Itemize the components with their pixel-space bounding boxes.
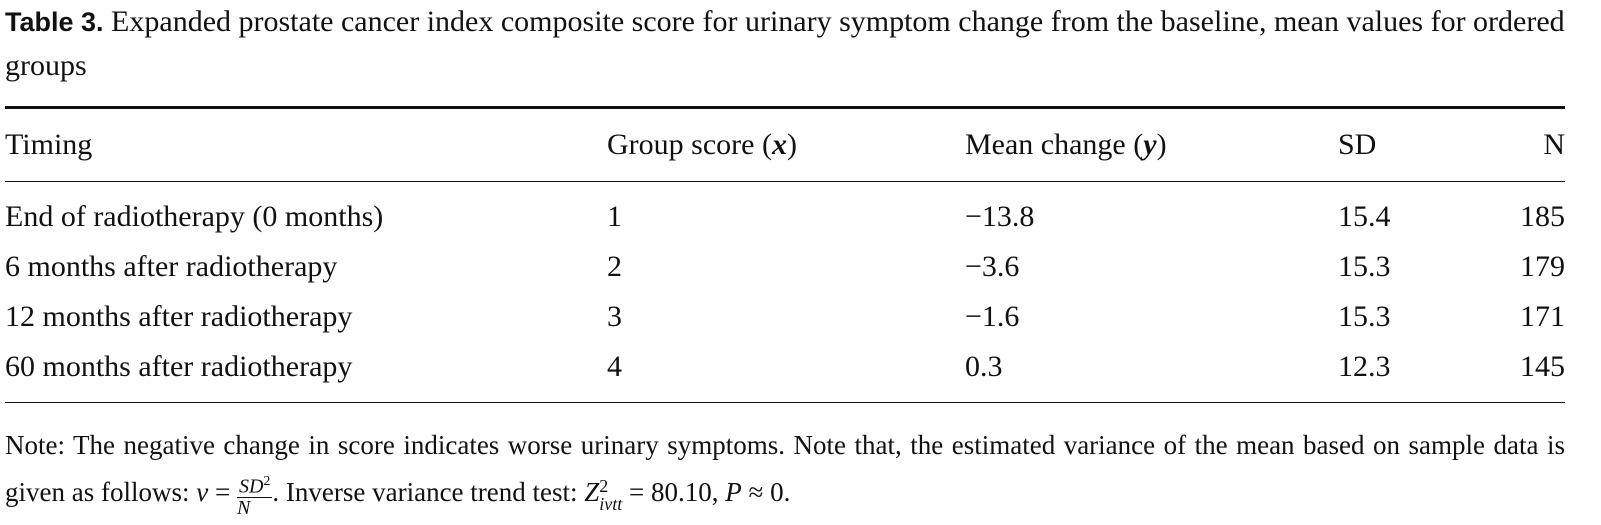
table-cell: 12 months after radiotherapy <box>5 300 353 333</box>
table-row: End of radiotherapy (0 months) 1 −13.8 15.4… <box>5 182 1565 243</box>
table-cell: 2 <box>607 250 622 283</box>
header-cell: Timing <box>5 107 607 182</box>
table-cell: −1.6 <box>965 300 1020 333</box>
table-cell: 15.3 <box>1338 250 1391 283</box>
table-row: 6 months after radiotherapy 2 −3.6 15.3 179 <box>5 242 1565 292</box>
header-cell: Group score (x) <box>607 107 965 182</box>
fraction: SD2 N <box>236 472 273 519</box>
math-var: P <box>725 477 742 507</box>
note-text: ≈ 0. <box>741 477 791 507</box>
note: Note: The negative change in score indic… <box>5 422 1565 518</box>
table-cell: End of radiotherapy (0 months) <box>5 200 384 233</box>
header-text: ) <box>1156 128 1167 161</box>
header-text: Group score ( <box>607 128 772 161</box>
table-cell: 185 <box>1520 200 1565 233</box>
math-op: = <box>208 477 237 507</box>
table-cell: 1 <box>607 200 622 233</box>
header-text: N <box>1543 128 1565 161</box>
table: Timing Group score (x) Mean change (y) SD N … <box>5 106 1565 403</box>
note-text: Note: The negative change in score indic… <box>5 430 1565 507</box>
table-cell: 145 <box>1520 350 1565 383</box>
subscript: ivtt <box>599 493 623 514</box>
table-cell: −3.6 <box>965 250 1020 283</box>
header-cell: SD <box>1338 107 1488 182</box>
superscript: 2 <box>599 475 609 496</box>
header-variable: y <box>1143 128 1157 161</box>
header-cell: Mean change (y) <box>965 107 1338 182</box>
header-cell: N <box>1488 107 1565 182</box>
table-cell: 15.4 <box>1338 200 1391 233</box>
table-cell: 6 months after radiotherapy <box>5 250 338 283</box>
table-cell: −13.8 <box>965 200 1035 233</box>
table-cell: 15.3 <box>1338 300 1391 333</box>
table-cell: 0.3 <box>965 350 1003 383</box>
header-variable: x <box>771 128 787 161</box>
table-cell: 179 <box>1520 250 1565 283</box>
numerator: SD2 <box>236 472 273 498</box>
superscript: 2 <box>263 473 271 489</box>
math-var: SD <box>238 475 264 498</box>
caption-label: Table 3. <box>5 7 104 37</box>
header-text: ) <box>786 128 797 161</box>
table-row: 60 months after radiotherapy 4 0.3 12.3 145 <box>5 342 1565 403</box>
caption: Table 3. Expanded prostate cancer index … <box>5 0 1565 88</box>
table-cell: 60 months after radiotherapy <box>5 350 353 383</box>
math-var: v <box>196 477 209 507</box>
math-op: = 80.10, <box>622 477 726 507</box>
table-row: 12 months after radiotherapy 3 −1.6 15.3 171 <box>5 292 1565 342</box>
header-text: Timing <box>5 128 93 161</box>
sup-sub: 2 ivtt <box>599 477 622 513</box>
note-text: . Inverse variance trend test: <box>272 477 585 507</box>
table-cell: 12.3 <box>1338 350 1391 383</box>
header-text: SD <box>1338 128 1377 161</box>
table-cell: 3 <box>607 300 622 333</box>
table-cell: 4 <box>607 350 622 383</box>
math-var: Z <box>584 477 600 507</box>
header-text: Mean change ( <box>965 128 1144 161</box>
table-cell: 171 <box>1520 300 1565 333</box>
header-row: Timing Group score (x) Mean change (y) SD N <box>5 107 1565 182</box>
table-body: End of radiotherapy (0 months) 1 −13.8 15.4… <box>5 182 1565 403</box>
denominator: N <box>236 496 251 519</box>
caption-text: Expanded prostate cancer index composite… <box>5 5 1565 82</box>
